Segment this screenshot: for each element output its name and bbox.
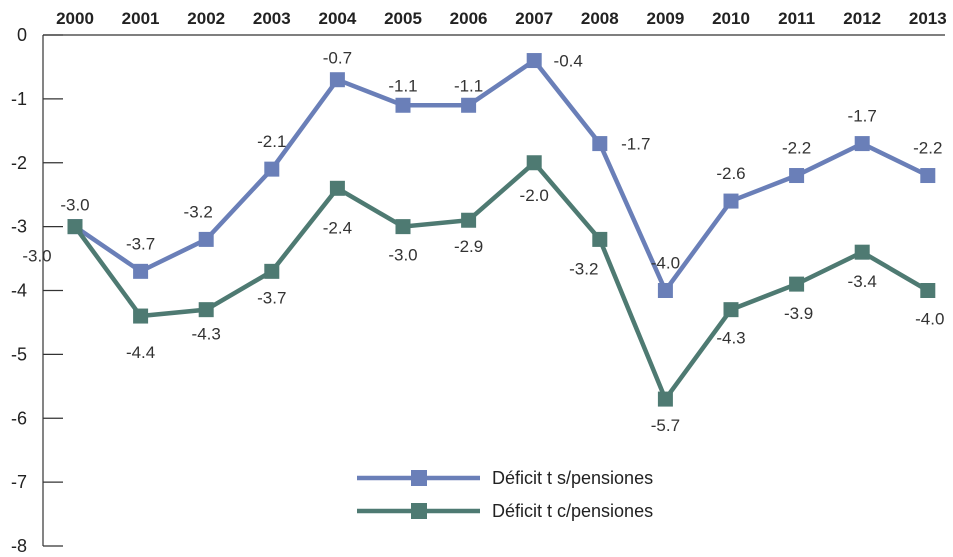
data-point bbox=[329, 180, 345, 196]
data-label: -1.7 bbox=[621, 135, 650, 154]
x-tick-label: 2012 bbox=[843, 9, 881, 28]
series-points bbox=[67, 53, 936, 407]
data-label: -3.0 bbox=[388, 246, 417, 265]
legend-marker-1 bbox=[411, 503, 427, 519]
data-label: -4.3 bbox=[716, 329, 745, 348]
legend-label-1: Déficit t c/pensiones bbox=[492, 501, 653, 521]
data-point bbox=[67, 219, 83, 235]
y-tick-label: -4 bbox=[11, 281, 27, 301]
data-point bbox=[329, 72, 345, 88]
x-tick-label: 2003 bbox=[253, 9, 291, 28]
data-label: -3.7 bbox=[126, 234, 155, 253]
y-tick-label: -6 bbox=[11, 408, 27, 428]
data-point bbox=[854, 244, 870, 260]
data-label: -0.7 bbox=[323, 49, 352, 68]
data-point bbox=[198, 231, 214, 247]
x-tick-label: 2004 bbox=[318, 9, 356, 28]
x-tick-label: 2005 bbox=[384, 9, 422, 28]
legend: Déficit t s/pensiones Déficit t c/pension… bbox=[357, 468, 653, 521]
data-label: -1.7 bbox=[848, 107, 877, 126]
data-point bbox=[133, 263, 149, 279]
y-tick-label: -2 bbox=[11, 153, 27, 173]
data-point bbox=[461, 212, 477, 228]
data-point bbox=[264, 263, 280, 279]
x-tick-label: 2013 bbox=[909, 9, 947, 28]
data-point bbox=[395, 219, 411, 235]
data-label: -0.4 bbox=[554, 52, 583, 71]
data-point bbox=[592, 136, 608, 152]
x-tick-label: 2009 bbox=[646, 9, 684, 28]
data-label: -1.1 bbox=[454, 76, 483, 95]
legend-label-0: Déficit t s/pensiones bbox=[492, 468, 653, 488]
x-tick-label: 2001 bbox=[122, 9, 160, 28]
data-label: -3.2 bbox=[184, 202, 213, 221]
series-line-0 bbox=[73, 57, 929, 295]
data-point bbox=[920, 283, 936, 298]
data-label: -2.2 bbox=[782, 139, 811, 158]
x-tick-label: 2011 bbox=[778, 9, 815, 28]
data-label: -4.0 bbox=[915, 310, 944, 329]
x-tick-label: 2006 bbox=[450, 9, 488, 28]
data-label: -3.0 bbox=[60, 196, 89, 215]
data-label: -4.4 bbox=[126, 343, 155, 362]
data-point bbox=[789, 168, 805, 184]
y-tick-label: -7 bbox=[11, 472, 27, 492]
data-point bbox=[133, 308, 149, 324]
data-label: -4.3 bbox=[192, 325, 221, 344]
y-tick-label: -5 bbox=[11, 344, 27, 364]
y-tick-label: -8 bbox=[11, 536, 27, 556]
data-label: -2.1 bbox=[257, 132, 286, 151]
x-tick-label: 2000 bbox=[56, 9, 94, 28]
data-point bbox=[920, 168, 936, 184]
data-label: -2.6 bbox=[716, 164, 745, 183]
data-point bbox=[723, 193, 739, 209]
legend-marker-0 bbox=[411, 470, 427, 486]
data-label: -1.1 bbox=[388, 76, 417, 95]
data-point bbox=[526, 53, 542, 69]
data-point bbox=[395, 97, 411, 113]
data-point bbox=[657, 391, 673, 407]
data-point bbox=[854, 136, 870, 152]
data-point bbox=[657, 283, 673, 298]
data-label: -2.9 bbox=[454, 237, 483, 256]
x-tick-label: 2002 bbox=[187, 9, 225, 28]
data-point bbox=[592, 231, 608, 247]
data-label: -3.4 bbox=[848, 272, 877, 291]
x-tick-label: 2010 bbox=[712, 9, 750, 28]
y-tick-label: -3 bbox=[11, 217, 27, 237]
data-label: -3.2 bbox=[569, 259, 598, 278]
data-label: -2.0 bbox=[520, 186, 549, 205]
x-axis-ticks: 2000 2001 2002 2003 2004 2005 2006 2007 2008 2009… bbox=[56, 9, 947, 28]
data-point bbox=[789, 276, 805, 292]
data-label: -3.7 bbox=[257, 288, 286, 307]
data-point bbox=[461, 97, 477, 113]
series-line-1 bbox=[73, 159, 929, 404]
data-label: -3.0 bbox=[22, 247, 51, 266]
data-label: -5.7 bbox=[651, 416, 680, 435]
data-point bbox=[723, 302, 739, 318]
y-tick-label: 0 bbox=[17, 25, 27, 45]
data-point bbox=[264, 161, 280, 177]
data-label: -4.0 bbox=[651, 254, 680, 273]
data-label: -2.4 bbox=[323, 218, 352, 237]
data-point bbox=[198, 302, 214, 318]
x-tick-label: 2008 bbox=[581, 9, 619, 28]
data-label: -2.2 bbox=[913, 139, 942, 158]
x-tick-label: 2007 bbox=[515, 9, 553, 28]
y-tick-label: -1 bbox=[11, 89, 27, 109]
series-lines bbox=[73, 57, 929, 404]
data-label: -3.9 bbox=[784, 304, 813, 323]
data-point bbox=[526, 155, 542, 171]
data-labels: -3.0 -3.7 -3.2 -2.1 -0.7 -1.1 -1.1 -0.4 -1.7 -4.0… bbox=[22, 49, 944, 435]
y-axis-ticks: 0 -1 -2 -3 -4 -5 -6 -7 -8 bbox=[11, 25, 63, 556]
